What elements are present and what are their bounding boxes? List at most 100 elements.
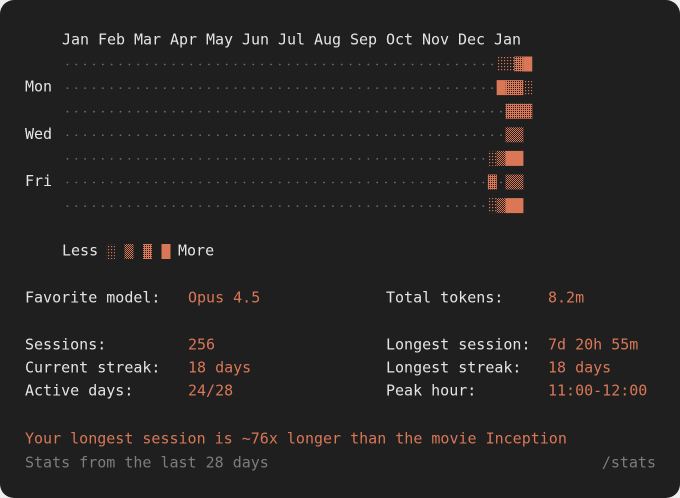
empty-cell	[296, 205, 299, 208]
empty-cell	[270, 134, 272, 137]
empty-cell	[323, 63, 325, 66]
activity-cell	[514, 174, 524, 190]
legend-cell	[161, 244, 171, 259]
empty-cell	[429, 110, 432, 113]
empty-cell	[464, 158, 467, 160]
empty-cell	[216, 110, 219, 113]
empty-cell	[128, 110, 131, 113]
empty-cell	[349, 63, 352, 66]
empty-cell	[305, 181, 308, 184]
month-label: Oct	[386, 31, 413, 49]
empty-cell	[358, 205, 361, 208]
empty-cell	[216, 181, 219, 184]
empty-cell	[225, 134, 228, 137]
empty-cell	[349, 205, 352, 208]
empty-cell	[411, 181, 414, 184]
empty-cell	[75, 63, 78, 66]
empty-cell	[314, 63, 317, 66]
empty-cell	[234, 158, 237, 160]
empty-cell	[163, 63, 166, 66]
empty-cell	[438, 63, 441, 66]
empty-cell	[455, 158, 458, 160]
empty-cell	[190, 87, 193, 89]
empty-cell	[243, 205, 246, 208]
empty-cell	[181, 205, 184, 208]
empty-cell	[332, 158, 334, 160]
empty-cell	[332, 63, 334, 66]
empty-cell	[314, 134, 317, 137]
empty-cell	[482, 181, 485, 184]
empty-cell	[146, 205, 148, 208]
command: /stats	[602, 454, 656, 472]
empty-cell	[199, 158, 202, 160]
legend-cell	[106, 244, 115, 259]
empty-cell	[234, 181, 237, 184]
empty-cell	[393, 63, 396, 66]
empty-cell	[482, 205, 485, 208]
empty-cell	[225, 87, 228, 89]
empty-cell	[287, 110, 290, 113]
stat-label: Active days:	[25, 382, 133, 400]
empty-cell	[411, 63, 414, 66]
activity-cell	[487, 174, 497, 190]
empty-cell	[243, 63, 246, 66]
empty-cell	[332, 110, 334, 113]
empty-cell	[84, 63, 87, 66]
empty-cell	[137, 181, 140, 184]
empty-cell	[243, 158, 246, 160]
empty-cell	[66, 181, 69, 184]
empty-cell	[482, 110, 485, 113]
empty-cell	[261, 134, 264, 137]
stat-label: Longest streak:	[386, 359, 521, 377]
empty-cell	[482, 134, 485, 137]
empty-cell	[252, 181, 255, 184]
empty-cell	[270, 205, 272, 208]
empty-cell	[429, 158, 432, 160]
empty-cell	[393, 110, 396, 113]
empty-cell	[270, 87, 272, 89]
empty-cell	[455, 205, 458, 208]
empty-cell	[323, 134, 325, 137]
empty-cell	[411, 87, 414, 89]
empty-cell	[340, 181, 343, 184]
empty-cell	[75, 158, 78, 160]
month-label: Jun	[242, 31, 269, 49]
empty-cell	[270, 181, 272, 184]
empty-cell	[101, 63, 104, 66]
empty-cell	[163, 181, 166, 184]
empty-cell	[367, 87, 370, 89]
empty-cell	[163, 134, 166, 137]
empty-cell	[155, 110, 157, 113]
activity-cell	[523, 80, 533, 96]
empty-cell	[190, 181, 193, 184]
empty-cell	[110, 181, 113, 184]
empty-cell	[340, 110, 343, 113]
empty-cell	[464, 205, 467, 208]
empty-cell	[119, 134, 122, 137]
empty-cell	[500, 181, 502, 184]
empty-cell	[199, 87, 202, 89]
empty-cell	[402, 181, 405, 184]
empty-cell	[101, 158, 104, 160]
empty-cell	[473, 87, 476, 89]
empty-cell	[146, 87, 148, 89]
empty-cell	[420, 158, 423, 160]
empty-cell	[225, 181, 228, 184]
empty-cell	[349, 181, 352, 184]
empty-cell	[473, 134, 476, 137]
month-label: Nov	[422, 31, 449, 49]
empty-cell	[101, 134, 104, 137]
empty-cell	[358, 181, 361, 184]
empty-cell	[270, 63, 272, 66]
stat-label: Peak hour:	[386, 382, 476, 400]
empty-cell	[464, 134, 467, 137]
legend-cell	[124, 244, 134, 259]
empty-cell	[137, 205, 140, 208]
empty-cell	[323, 181, 325, 184]
empty-cell	[296, 134, 299, 137]
empty-cell	[464, 110, 467, 113]
month-label: Feb	[98, 31, 125, 49]
empty-cell	[376, 205, 379, 208]
empty-cell	[332, 181, 334, 184]
